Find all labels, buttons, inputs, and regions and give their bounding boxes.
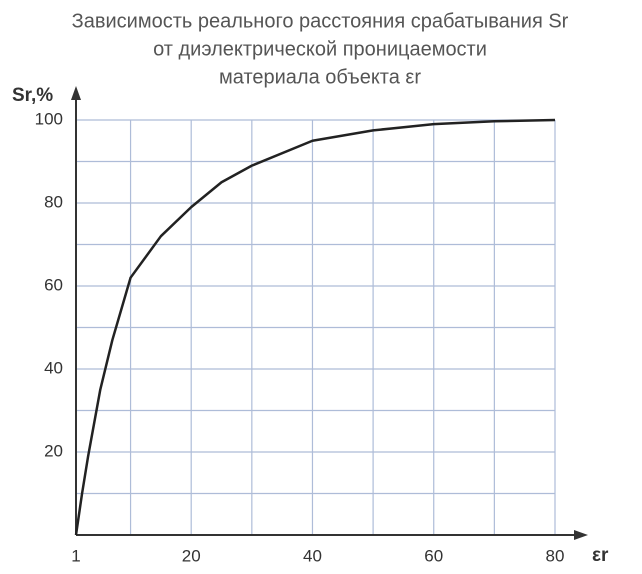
y-axis-arrow: [71, 86, 81, 100]
y-tick-label: 60: [44, 275, 63, 294]
x-axis-arrow: [574, 530, 588, 540]
y-tick-label: 100: [35, 109, 63, 128]
chart-title: материала объекта εr: [219, 66, 421, 88]
y-tick-label: 80: [44, 192, 63, 211]
x-tick-label: 1: [71, 546, 80, 565]
chart-title: Зависимость реального расстояния срабаты…: [72, 10, 569, 32]
chart-title: от диэлектрической проницаемости: [153, 38, 487, 60]
y-axis-label: Sr,%: [12, 85, 53, 106]
x-tick-label: 40: [303, 546, 322, 565]
x-tick-label: 80: [546, 546, 565, 565]
line: [74, 118, 556, 536]
y-tick-label: 40: [44, 358, 63, 377]
y-tick-label: 20: [44, 441, 63, 460]
x-axis-label: εr: [592, 545, 609, 566]
x-tick-label: 20: [182, 546, 201, 565]
x-tick-label: 60: [424, 546, 443, 565]
